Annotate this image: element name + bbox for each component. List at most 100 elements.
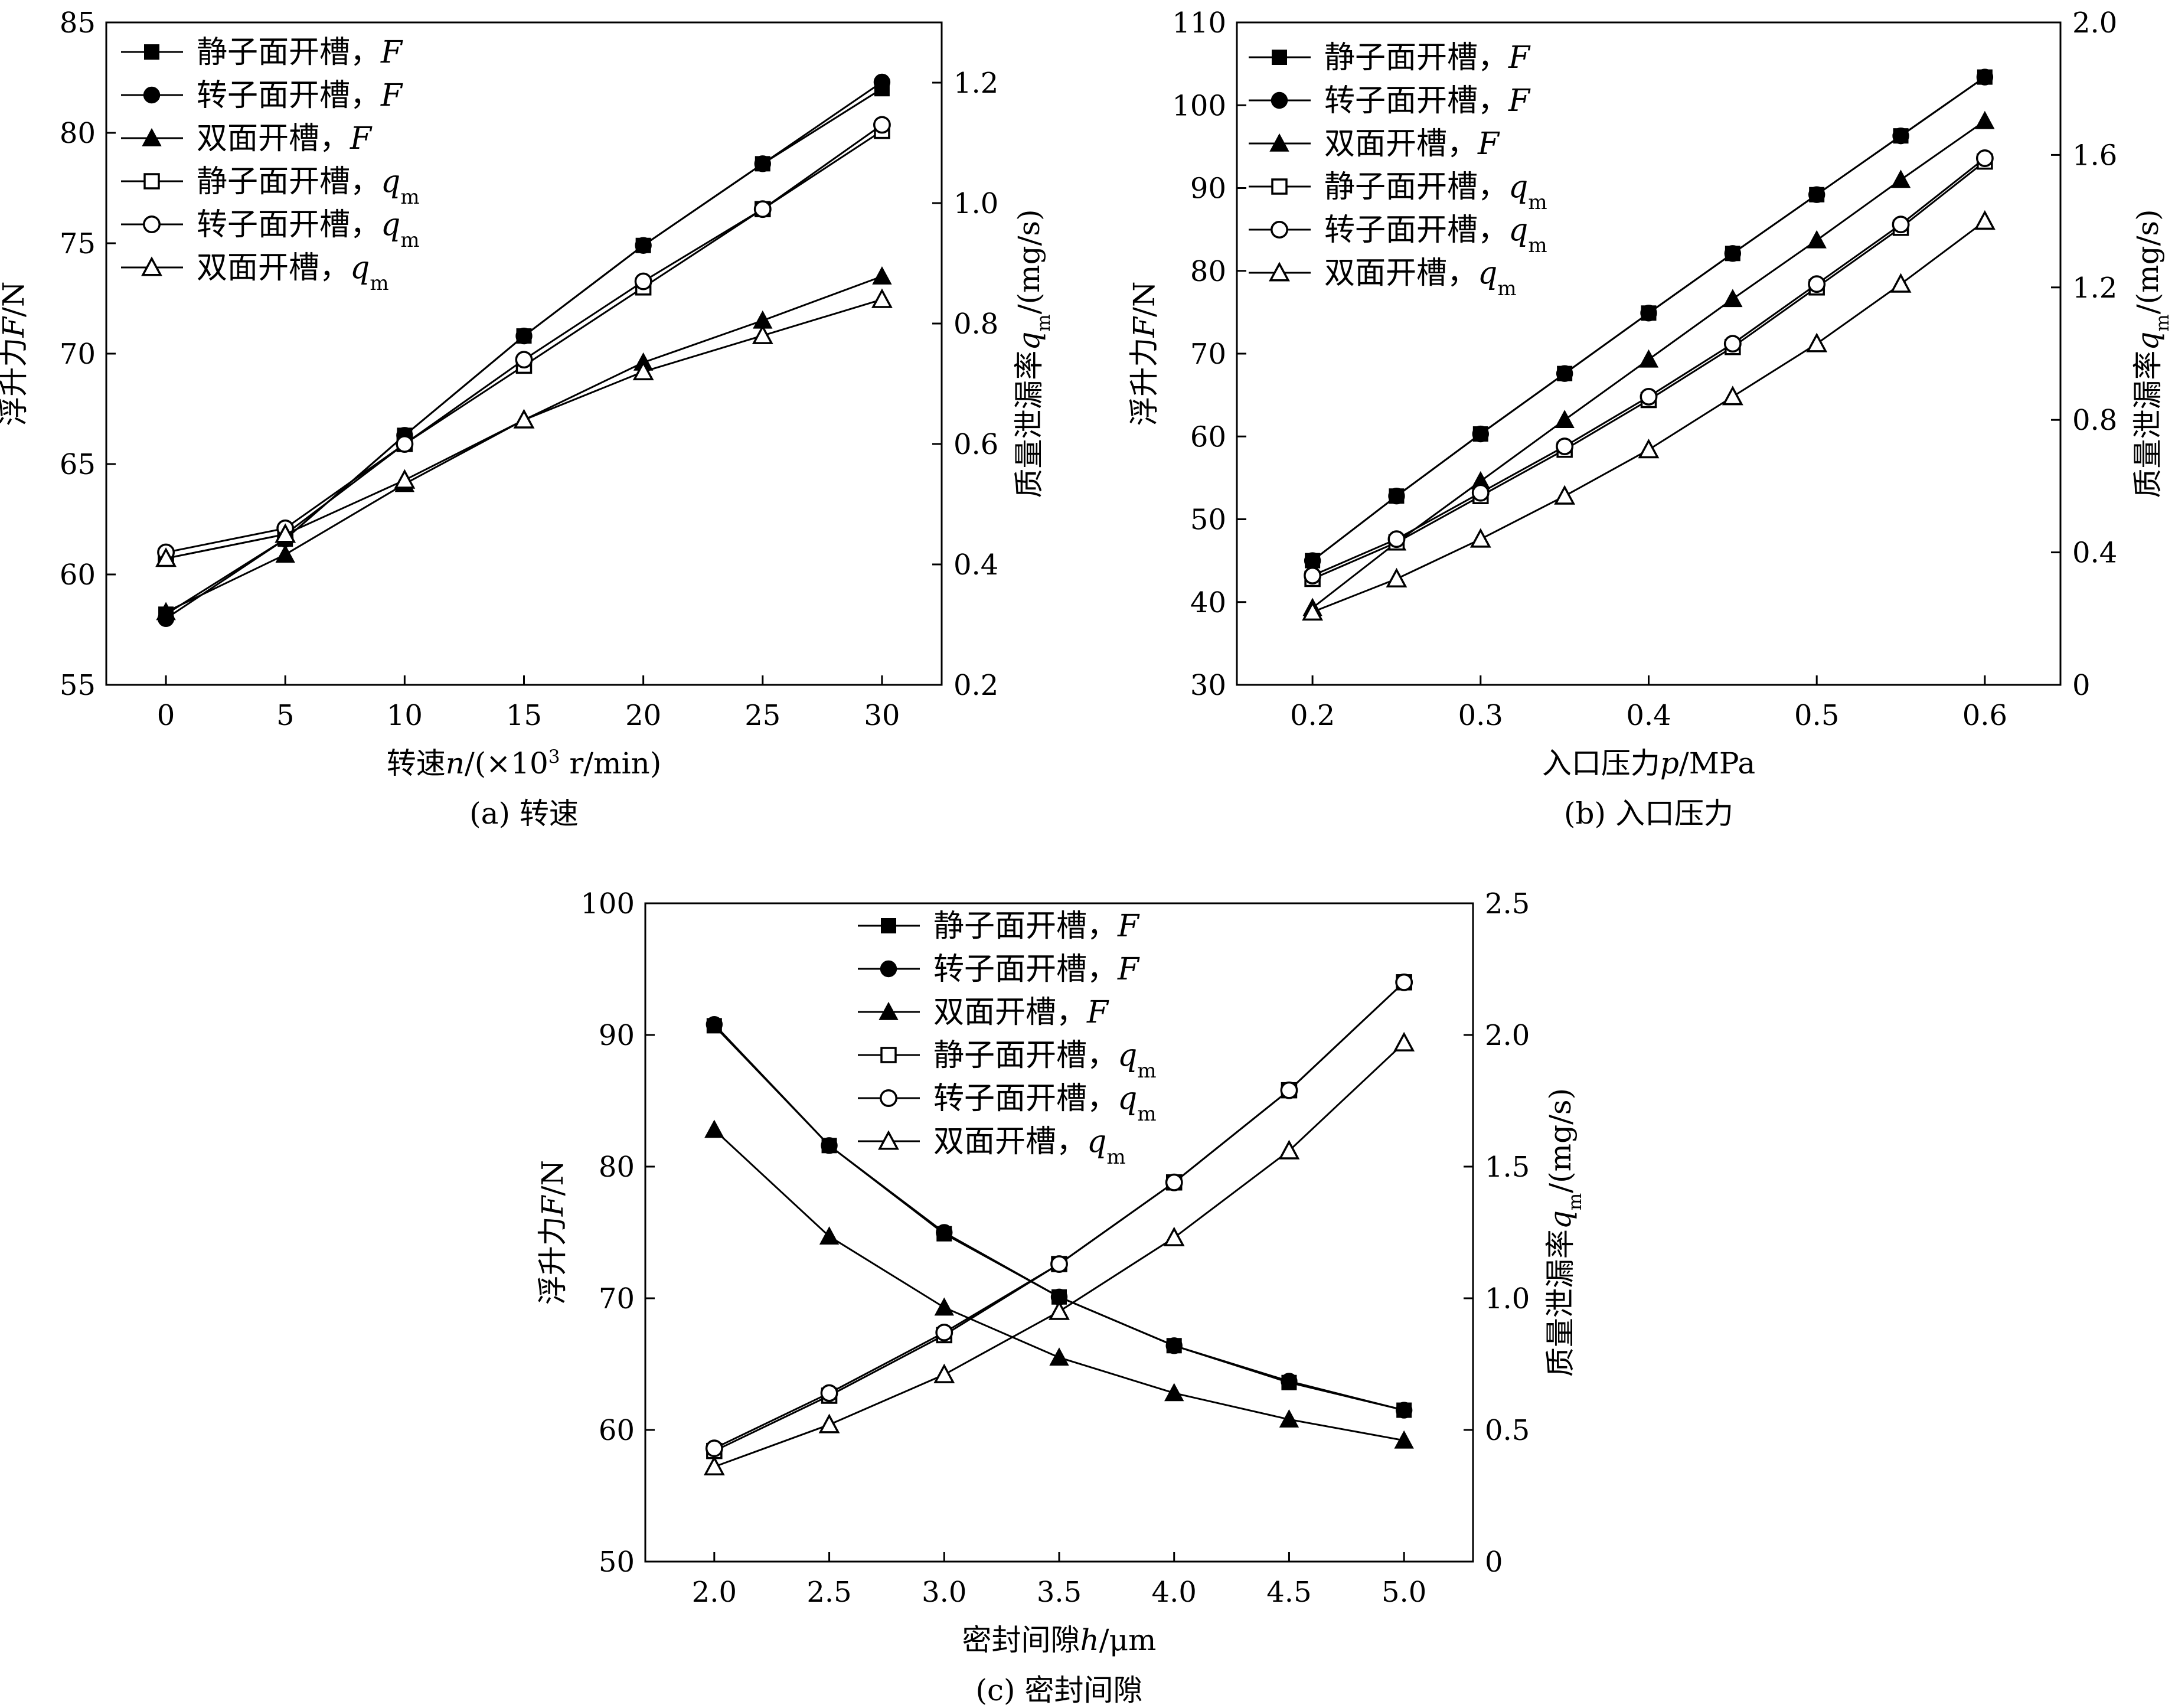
label-part: /(×10 bbox=[465, 746, 548, 780]
legend-entry: 静子面开槽，qm bbox=[1249, 169, 1547, 214]
y-right-tick-label: 1.2 bbox=[953, 67, 998, 100]
legend-series-name: 转子面开槽 bbox=[933, 952, 1087, 987]
legend-separator: ， bbox=[1087, 1081, 1118, 1116]
y-right-axis-title: 质量泄漏率qm/(mg/s) bbox=[2131, 209, 2173, 498]
legend-entry: 转子面开槽，F bbox=[858, 952, 1140, 987]
label-part: 入口压力 bbox=[1542, 746, 1660, 780]
legend-marker bbox=[880, 1089, 897, 1107]
label-part: 转速 bbox=[387, 746, 446, 780]
legend-series-name: 双面开槽 bbox=[1324, 126, 1447, 162]
x-tick-label: 2.5 bbox=[806, 1576, 851, 1609]
chart-caption: (b) 入口压力 bbox=[1564, 796, 1733, 831]
y-left-tick-label: 80 bbox=[1190, 255, 1226, 288]
legend-marker bbox=[143, 173, 160, 190]
data-point bbox=[394, 469, 416, 489]
legend-label: 转子面开槽，F bbox=[933, 952, 1140, 987]
data-point bbox=[1393, 1031, 1415, 1051]
y-right-tick-label: 0.8 bbox=[2072, 404, 2117, 437]
legend-separator: ， bbox=[1087, 952, 1118, 987]
data-point bbox=[1974, 210, 1996, 230]
x-tick-label: 3.5 bbox=[1037, 1576, 1082, 1609]
label-part: 质量泄漏率 bbox=[2131, 351, 2165, 498]
data-point bbox=[818, 1413, 840, 1433]
label-part: m bbox=[2152, 314, 2173, 331]
legend-marker bbox=[1271, 178, 1288, 195]
x-tick-label: 10 bbox=[387, 699, 423, 732]
legend-marker bbox=[144, 44, 159, 60]
data-point bbox=[871, 288, 893, 308]
y-right-tick-label: 0.4 bbox=[2072, 537, 2117, 570]
legend-label: 静子面开槽，F bbox=[197, 35, 403, 70]
data-point bbox=[1556, 437, 1574, 456]
legend-separator: ， bbox=[350, 164, 381, 200]
label-part: 密封间隙 bbox=[962, 1623, 1080, 1657]
legend-variable: F bbox=[350, 121, 373, 156]
label-part: /N bbox=[1127, 281, 1161, 317]
legend-series-name: 转子面开槽 bbox=[1324, 83, 1478, 119]
legend-series-name: 双面开槽 bbox=[933, 1124, 1056, 1160]
legend-label: 双面开槽，qm bbox=[933, 1124, 1126, 1169]
y-left-axis-title: 浮升力F/N bbox=[1127, 281, 1161, 426]
legend-separator: ， bbox=[1056, 1124, 1087, 1160]
data-point bbox=[704, 1119, 724, 1138]
data-point bbox=[1281, 1373, 1298, 1390]
x-tick-label: 2.0 bbox=[692, 1576, 737, 1609]
y-right-tick-label: 0.5 bbox=[1485, 1414, 1530, 1447]
data-point bbox=[632, 360, 654, 381]
data-point bbox=[1806, 332, 1828, 352]
data-point bbox=[705, 1439, 723, 1458]
legend-entry: 转子面开槽，F bbox=[121, 78, 403, 113]
y-right-tick-label: 0 bbox=[1485, 1546, 1503, 1579]
legend-separator: ， bbox=[1478, 213, 1508, 248]
legend-label: 静子面开槽，qm bbox=[197, 164, 420, 209]
data-point bbox=[1469, 528, 1491, 548]
legend-separator: ， bbox=[350, 207, 381, 243]
legend-series-name: 双面开槽 bbox=[933, 995, 1056, 1030]
legend-entry: 双面开槽，F bbox=[1249, 126, 1500, 162]
data-point bbox=[1724, 245, 1742, 262]
series-force-circle bbox=[1304, 68, 1994, 569]
y-right-tick-label: 0.8 bbox=[953, 308, 998, 341]
data-point bbox=[1280, 1081, 1298, 1099]
legend-series-name: 转子面开槽 bbox=[197, 78, 350, 113]
legend-separator: ， bbox=[1087, 1038, 1118, 1073]
legend-entry: 静子面开槽，F bbox=[1249, 40, 1531, 76]
data-point bbox=[1165, 1173, 1183, 1191]
y-right-tick-label: 0.2 bbox=[953, 669, 998, 702]
data-point bbox=[703, 1455, 725, 1475]
label-part: /N bbox=[0, 281, 31, 317]
data-point bbox=[935, 1324, 953, 1341]
legend-series-name: 静子面开槽 bbox=[197, 164, 350, 200]
y-left-tick-label: 30 bbox=[1190, 669, 1226, 702]
y-right-tick-label: 2.0 bbox=[1485, 1019, 1530, 1052]
data-point bbox=[1471, 484, 1490, 502]
legend-entry: 转子面开槽，qm bbox=[121, 207, 420, 252]
data-point bbox=[1976, 68, 1994, 86]
data-point bbox=[1807, 230, 1827, 249]
legend-label: 转子面开槽，F bbox=[1324, 83, 1531, 119]
data-point bbox=[515, 327, 533, 345]
x-axis-title: 入口压力p/MPa bbox=[1542, 746, 1755, 780]
data-point bbox=[752, 324, 773, 344]
x-tick-label: 30 bbox=[864, 699, 900, 732]
legend-variable: q bbox=[1508, 213, 1528, 248]
data-point bbox=[1638, 439, 1660, 459]
y-right-tick-label: 0.6 bbox=[953, 428, 998, 461]
data-point bbox=[821, 1137, 838, 1154]
data-point bbox=[1554, 485, 1576, 505]
legend-separator: ， bbox=[1447, 126, 1478, 162]
legend-variable: F bbox=[1117, 952, 1140, 987]
y-left-tick-label: 55 bbox=[60, 669, 96, 702]
legend-marker bbox=[1272, 50, 1287, 65]
legend-separator: ， bbox=[1478, 83, 1508, 119]
x-axis-title: 转速n/(×103 r/min) bbox=[387, 746, 662, 780]
legend-marker bbox=[141, 256, 162, 276]
label-part: n bbox=[446, 746, 465, 780]
legend-entry: 静子面开槽，F bbox=[858, 909, 1140, 944]
x-tick-label: 4.0 bbox=[1152, 1576, 1197, 1609]
data-point bbox=[1975, 149, 1994, 167]
legend-subscript: m bbox=[370, 272, 388, 295]
x-tick-label: 15 bbox=[506, 699, 542, 732]
legend-label: 转子面开槽，qm bbox=[197, 207, 420, 252]
